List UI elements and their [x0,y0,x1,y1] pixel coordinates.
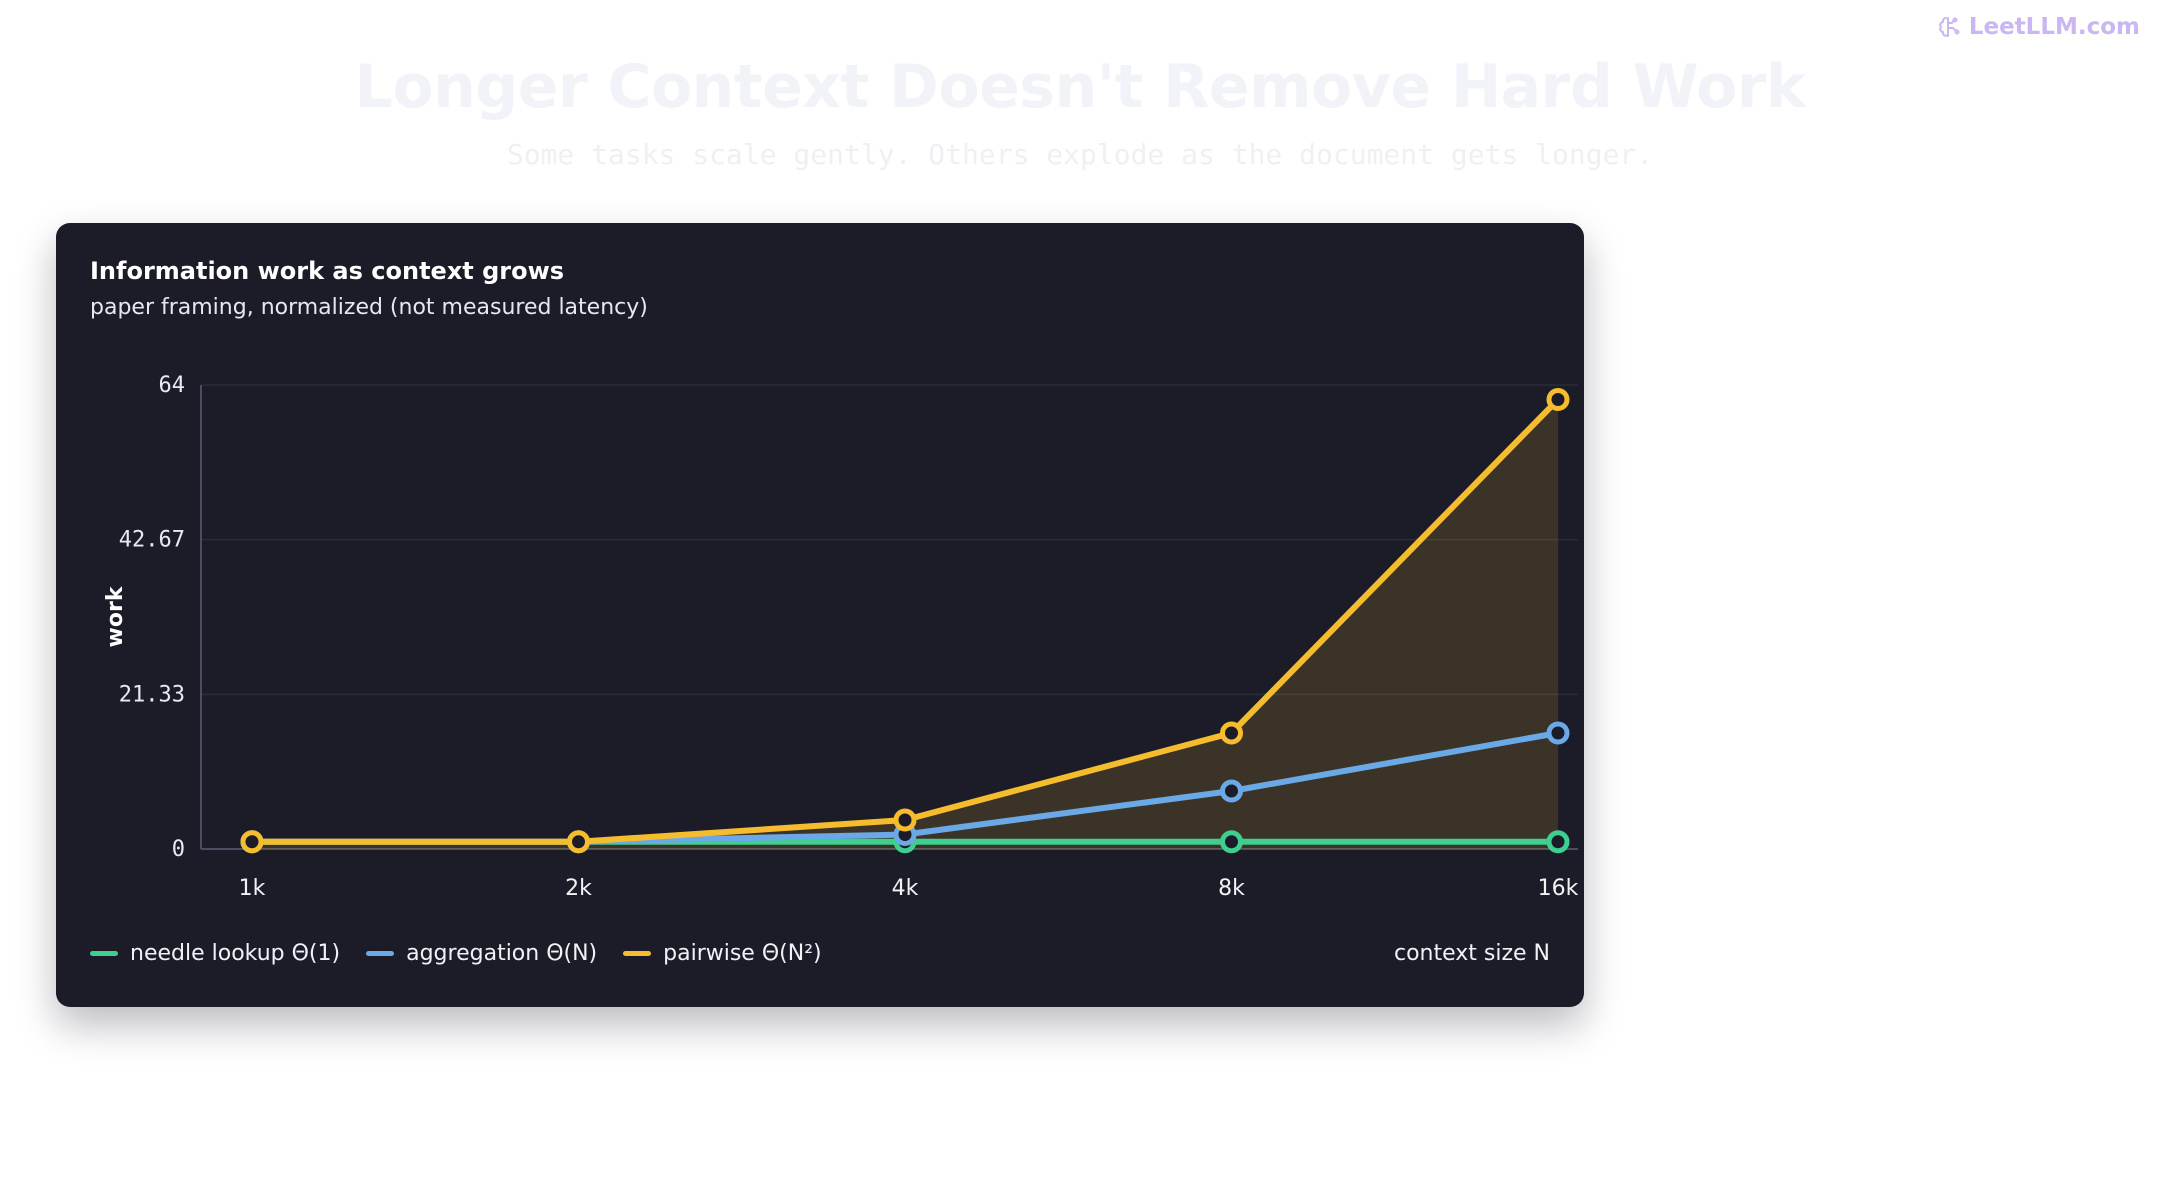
x-tick-label: 4k [892,876,919,901]
legend-item-aggregation[interactable]: aggregation Θ(N) [366,941,597,966]
y-tick-label: 64 [159,373,186,398]
data-point-2 [1220,721,1243,745]
data-point-1 [1546,721,1570,745]
y-tick-label: 21.33 [119,682,185,707]
chart-legend: needle lookup Θ(1) aggregation Θ(N) pair… [90,941,822,966]
data-point-2 [240,830,264,854]
legend-item-needle[interactable]: needle lookup Θ(1) [90,941,340,966]
x-tick-label: 16k [1538,876,1579,901]
page-title: Longer Context Doesn't Remove Hard Work [354,52,1806,122]
y-tick-label: 42.67 [119,528,185,553]
chart-card: Information work as context grows paper … [56,223,1584,1007]
x-tick-label: 2k [565,876,592,901]
data-point-2 [1546,388,1570,411]
legend-swatch-needle [90,951,118,956]
legend-item-pairwise[interactable]: pairwise Θ(N²) [623,941,822,966]
x-axis-title: context size N [1393,941,1550,966]
data-point-0 [1546,830,1570,854]
x-tick-label: 1k [239,876,266,901]
brand-name: LeetLLM.com [1968,14,2140,40]
legend-label-pairwise: pairwise Θ(N²) [663,941,822,966]
legend-swatch-pairwise [623,951,652,956]
series-area-2 [252,399,1558,849]
x-tick-label: 8k [1218,876,1245,901]
legend-label-needle: needle lookup Θ(1) [130,941,341,966]
data-point-2 [893,808,917,832]
data-point-2 [567,830,590,854]
y-tick-label: 0 [172,837,185,862]
brain-icon [1939,17,1960,37]
line-chart: 0 21.33 42.67 64 work 1k 2k 4k 8k 16k [103,373,1579,901]
data-point-1 [1220,779,1243,803]
y-axis-title: work [103,585,128,647]
data-point-0 [1220,830,1243,854]
page-subtitle: Some tasks scale gently. Others explode … [506,138,1654,171]
brand-logo[interactable]: LeetLLM.com [1937,14,2140,40]
chart-subtitle: paper framing, normalized (not measured … [90,295,648,320]
chart-title: Information work as context grows [90,257,565,285]
legend-label-aggregation: aggregation Θ(N) [406,941,598,966]
legend-swatch-aggregation [366,951,395,956]
